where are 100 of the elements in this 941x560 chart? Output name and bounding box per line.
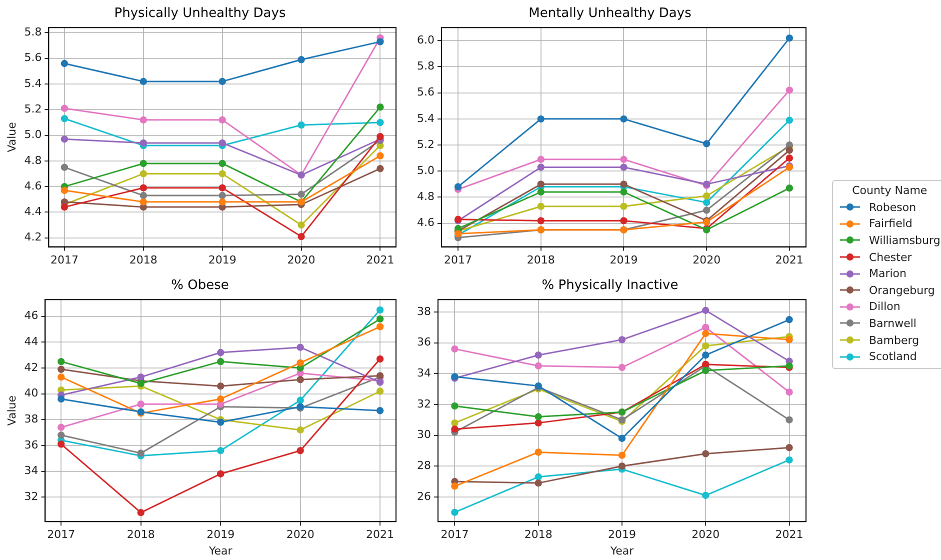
y-tick-label: 5.4 bbox=[24, 76, 42, 90]
point bbox=[534, 419, 542, 427]
point bbox=[298, 121, 305, 129]
y-tick-label: 38 bbox=[24, 412, 38, 426]
point bbox=[296, 426, 304, 434]
point bbox=[296, 344, 304, 351]
point bbox=[534, 473, 542, 480]
x-tick-label: 2018 bbox=[129, 253, 158, 266]
point bbox=[298, 190, 305, 198]
point bbox=[296, 447, 304, 454]
point bbox=[218, 160, 226, 168]
point bbox=[376, 118, 384, 126]
point bbox=[618, 452, 626, 459]
legend-label: Robeson bbox=[869, 200, 916, 214]
point bbox=[537, 156, 545, 163]
legend-label: Marion bbox=[869, 267, 907, 280]
legend-label: Scotland bbox=[869, 350, 917, 364]
chart-title: Mentally Unhealthy Days bbox=[528, 6, 692, 22]
point bbox=[140, 184, 148, 192]
point bbox=[451, 482, 458, 490]
point bbox=[298, 221, 305, 229]
y-tick-label: 5.0 bbox=[24, 128, 42, 142]
point bbox=[618, 434, 626, 442]
x-tick-label: 2019 bbox=[206, 528, 235, 542]
point bbox=[620, 115, 628, 123]
point bbox=[137, 380, 144, 388]
x-tick-label: 2021 bbox=[775, 528, 804, 542]
x-tick-label: 2020 bbox=[287, 253, 316, 266]
point bbox=[451, 402, 458, 410]
legend-label: Chester bbox=[869, 250, 912, 264]
point bbox=[60, 104, 68, 112]
point bbox=[376, 388, 384, 395]
point bbox=[140, 170, 148, 178]
point bbox=[140, 116, 148, 124]
point bbox=[451, 508, 458, 516]
x-tick-label: 2018 bbox=[524, 528, 552, 542]
point bbox=[137, 508, 144, 516]
y-tick-label: 28 bbox=[416, 458, 431, 472]
x-tick-label: 2021 bbox=[366, 528, 394, 542]
y-tick-label: 5.8 bbox=[416, 60, 434, 73]
x-tick-label: 2020 bbox=[692, 528, 720, 542]
y-tick-label: 40 bbox=[24, 386, 38, 400]
x-tick-label: 2017 bbox=[47, 528, 76, 542]
x-tick-label: 2017 bbox=[440, 528, 469, 542]
point bbox=[786, 456, 793, 464]
point bbox=[702, 140, 710, 148]
point bbox=[537, 180, 545, 188]
point bbox=[217, 382, 224, 390]
point bbox=[786, 388, 793, 396]
point bbox=[534, 413, 542, 420]
y-tick-label: 5.0 bbox=[416, 164, 434, 177]
y-tick-label: 32 bbox=[416, 397, 431, 410]
point bbox=[217, 358, 224, 366]
point bbox=[620, 156, 628, 163]
point bbox=[217, 447, 224, 454]
point bbox=[537, 164, 545, 171]
point bbox=[451, 419, 458, 427]
point bbox=[140, 160, 148, 168]
point bbox=[702, 330, 710, 338]
point bbox=[218, 139, 226, 147]
point bbox=[60, 60, 68, 68]
point bbox=[786, 444, 793, 452]
point bbox=[58, 358, 65, 366]
x-tick-label: 2021 bbox=[775, 253, 804, 266]
point bbox=[298, 56, 305, 64]
point bbox=[58, 395, 65, 403]
point bbox=[217, 348, 224, 356]
legend-title: County Name bbox=[851, 184, 928, 197]
point bbox=[786, 416, 793, 424]
chart-title: % Physically Inactive bbox=[542, 278, 678, 294]
point bbox=[702, 366, 710, 374]
point bbox=[786, 336, 793, 344]
point bbox=[786, 184, 794, 192]
point bbox=[702, 342, 710, 350]
point bbox=[534, 479, 542, 487]
point bbox=[217, 470, 224, 478]
point bbox=[618, 364, 626, 372]
point bbox=[296, 359, 304, 366]
point bbox=[702, 450, 710, 458]
x-tick-label: 2021 bbox=[366, 253, 394, 266]
point bbox=[620, 188, 628, 196]
point bbox=[537, 202, 545, 210]
y-tick-label: 4.8 bbox=[24, 154, 42, 167]
y-tick-label: 42 bbox=[24, 360, 38, 374]
point bbox=[58, 432, 65, 439]
point bbox=[60, 115, 68, 122]
x-tick-label: 2018 bbox=[526, 253, 555, 266]
y-tick-label: 34 bbox=[24, 464, 38, 478]
legend-label: Bamberg bbox=[869, 334, 920, 347]
point bbox=[296, 376, 304, 384]
y-tick-label: 34 bbox=[416, 366, 431, 380]
point bbox=[218, 116, 226, 124]
y-tick-label: 26 bbox=[416, 490, 431, 503]
point bbox=[620, 164, 628, 171]
legend-label: Fairfield bbox=[869, 217, 912, 230]
point bbox=[140, 139, 148, 147]
y-tick-label: 4.6 bbox=[416, 216, 434, 230]
point bbox=[786, 116, 794, 124]
y-tick-label: 46 bbox=[24, 309, 38, 322]
x-axis-title: Year bbox=[609, 544, 634, 558]
